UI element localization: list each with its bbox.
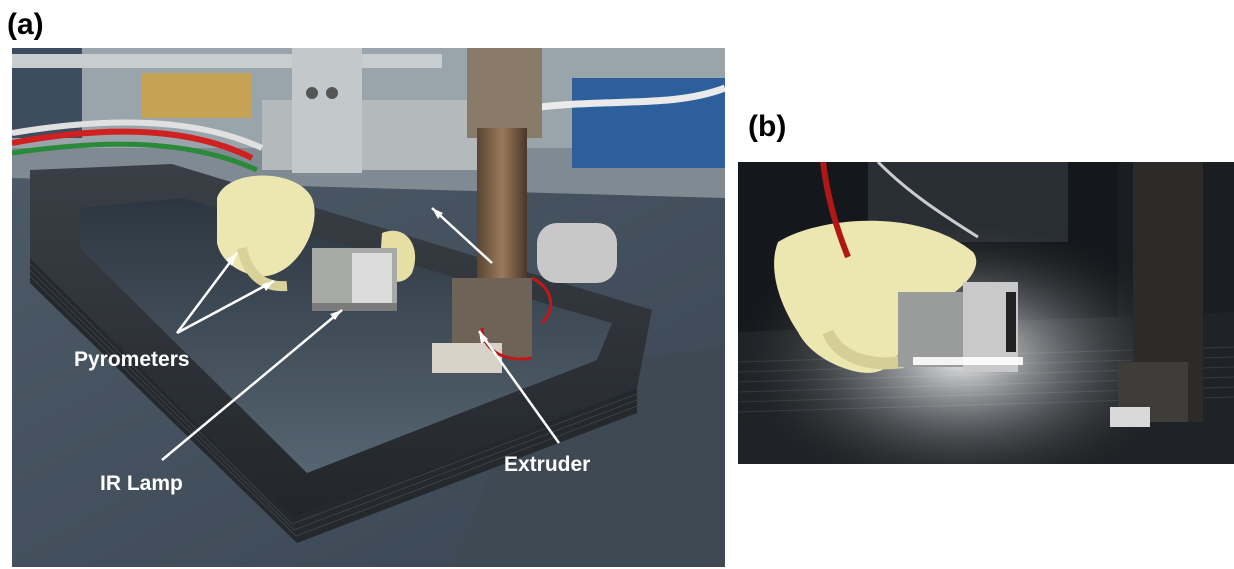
- panel-a-scene: Pyrometers IR Lamp Extruder: [12, 48, 725, 567]
- panel-b-scene: [738, 162, 1234, 464]
- panel-a-photo: Pyrometers IR Lamp Extruder: [12, 48, 725, 567]
- panel-b-photo: [738, 162, 1234, 464]
- extruder-callout: Extruder: [504, 453, 590, 476]
- extruder-motor: [537, 223, 617, 283]
- panel-b-label: (b): [748, 110, 787, 143]
- extruder-head: [467, 48, 542, 138]
- gantry-block: [292, 48, 362, 173]
- panel-a-label: (a): [7, 8, 44, 41]
- callout-arrows: [161, 207, 561, 461]
- pyrometers-callout: Pyrometers: [74, 348, 190, 371]
- ir-lamp-callout: IR Lamp: [100, 472, 183, 495]
